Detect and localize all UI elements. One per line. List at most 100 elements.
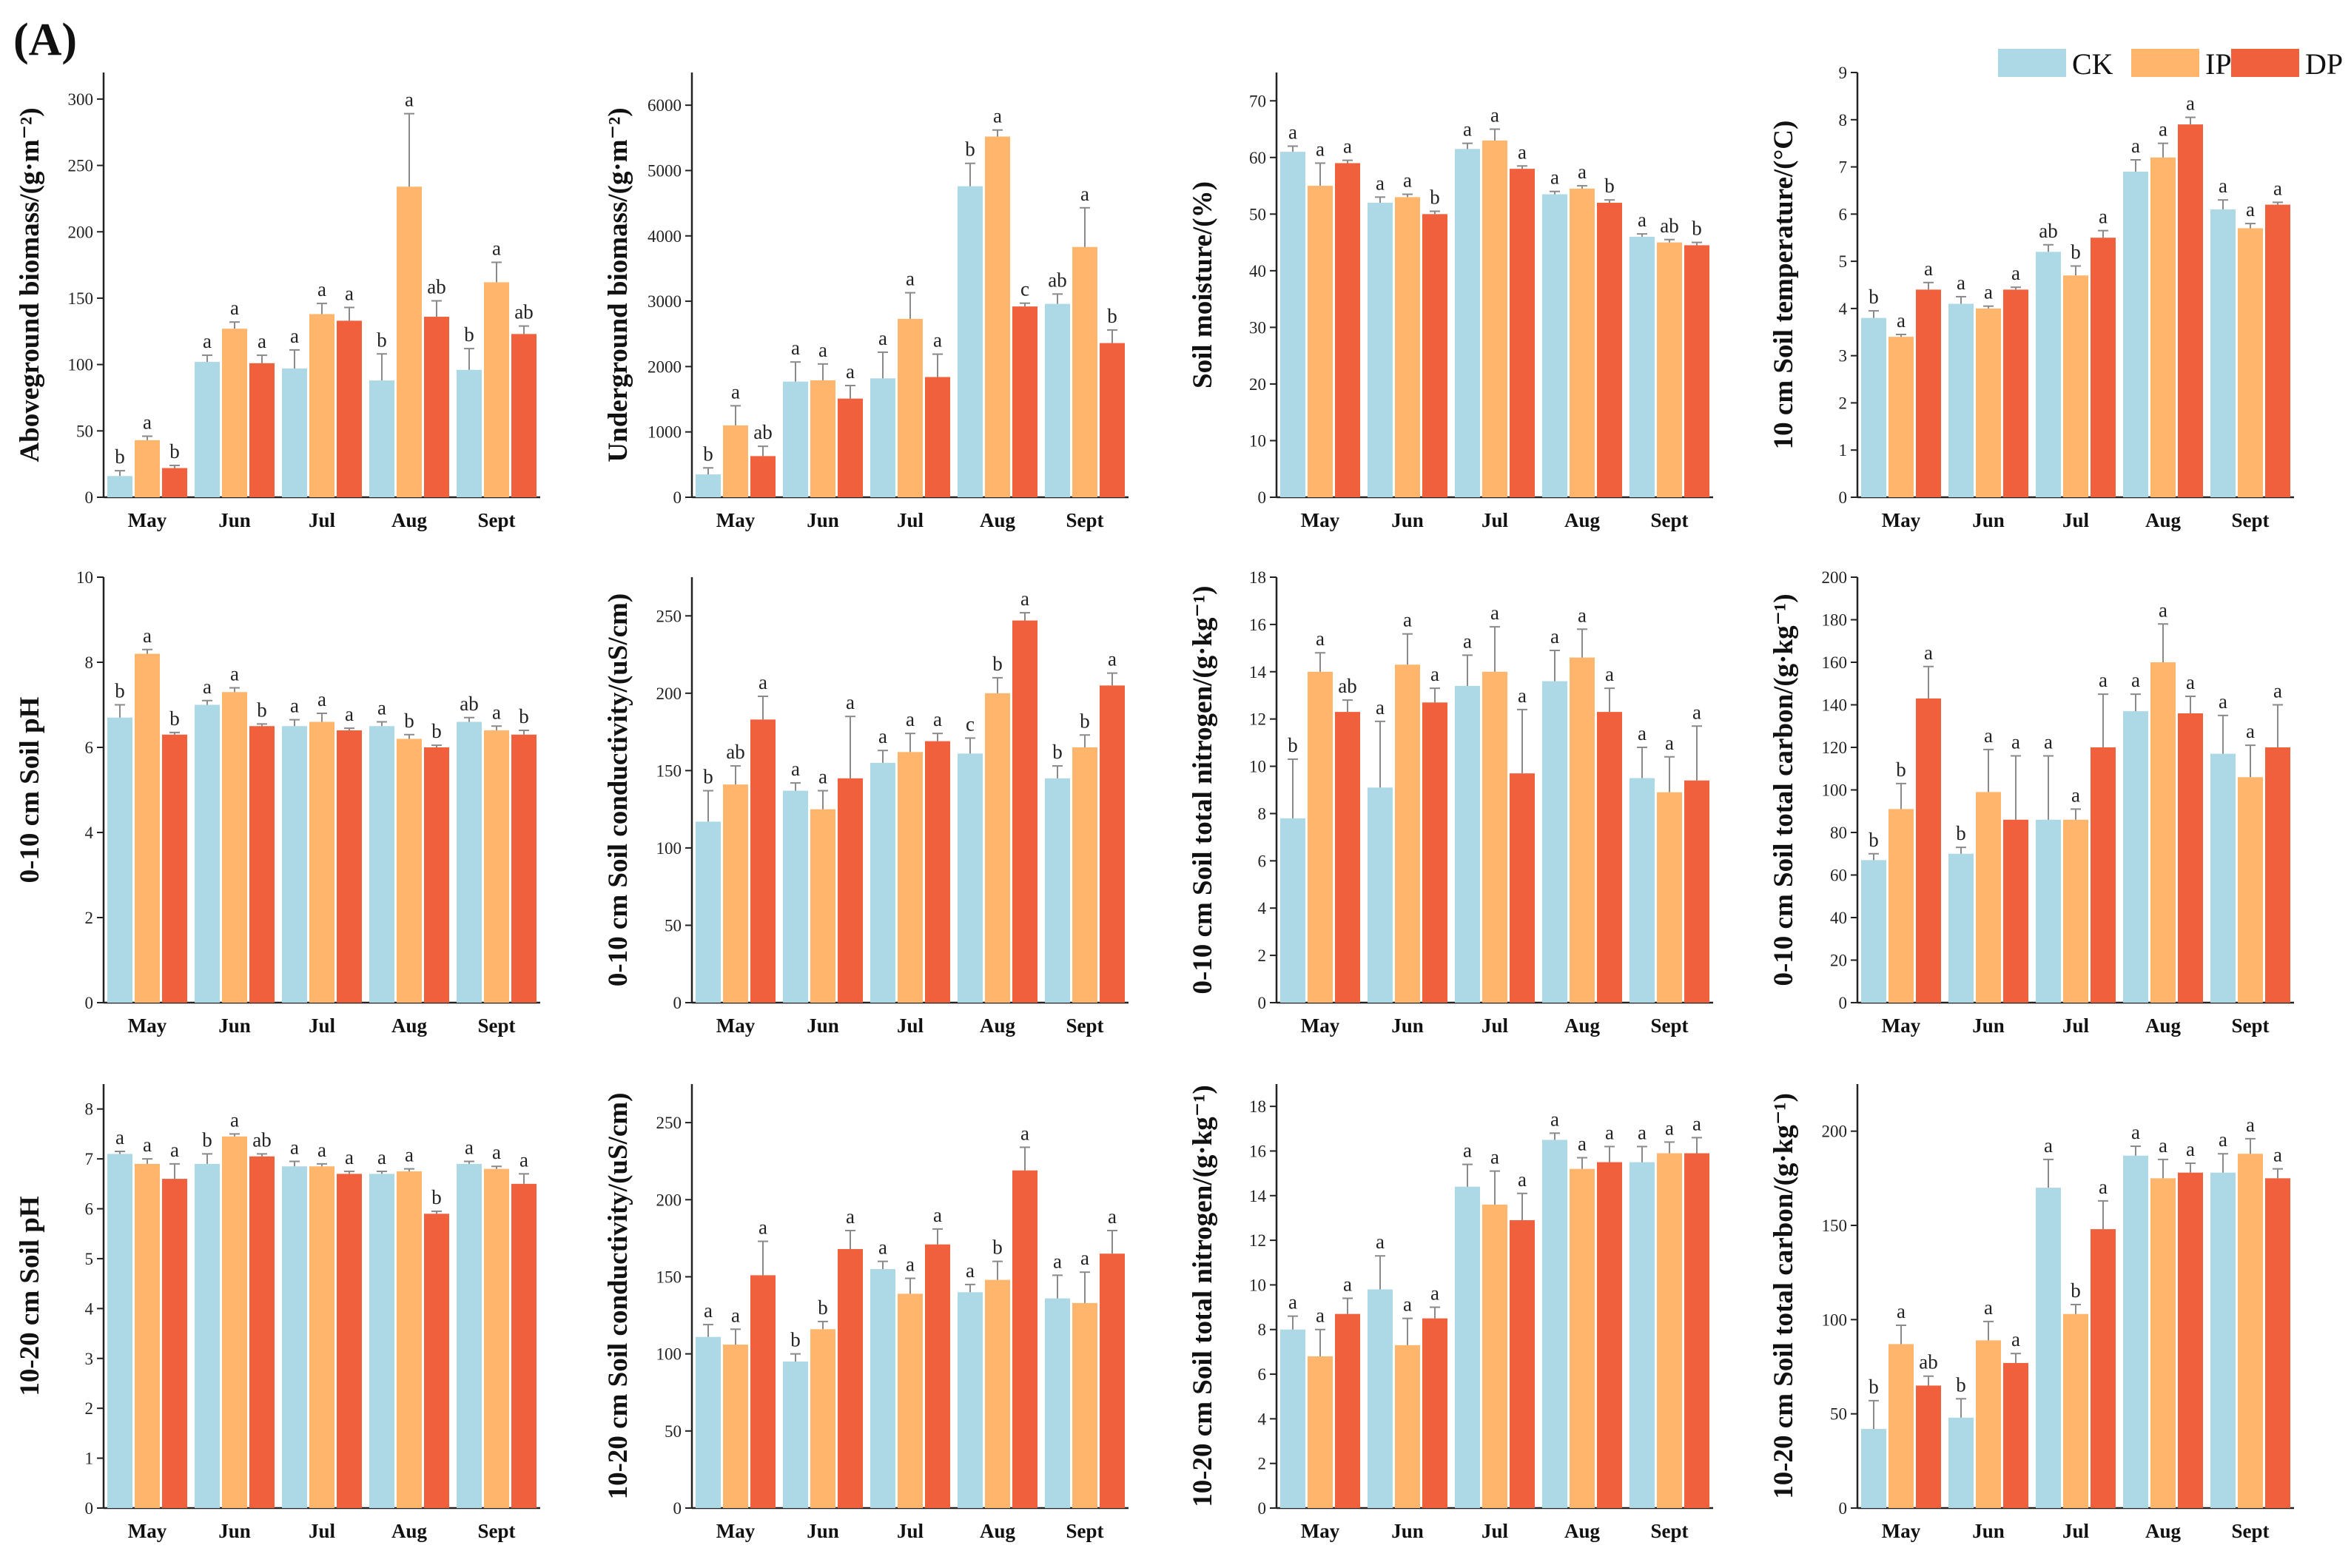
- panel-5-bar-ck-aug: [369, 726, 394, 1003]
- panel-4-bar-ck-aug: [2123, 171, 2148, 497]
- panel-7-bar-ck-may: [1280, 818, 1305, 1003]
- panel-10-xtick-label: Aug: [980, 1520, 1016, 1542]
- panel-1-sig-letter: a: [230, 297, 239, 319]
- panel-3-ytick-label: 20: [1249, 375, 1266, 394]
- panel-8-xtick-label: Sept: [2231, 1015, 2269, 1037]
- panel-10-bar-ip-sept: [1072, 1302, 1097, 1508]
- panel-7-xtick-label: May: [1301, 1015, 1340, 1037]
- panel-1-xtick-label: Sept: [477, 509, 515, 531]
- panel-6-sig-letter: a: [906, 708, 915, 730]
- panel-12-bar-dp-sept: [2265, 1178, 2290, 1508]
- panel-7-ytick-label: 14: [1249, 663, 1267, 682]
- panel-2-xtick-label: Jul: [897, 509, 924, 531]
- panel-5-bar-ip-aug: [397, 738, 422, 1003]
- panel-11-sig-letter: a: [1518, 1168, 1527, 1191]
- panel-1-xtick-label: Jun: [218, 509, 251, 531]
- panel-4-bar-ip-sept: [2238, 228, 2263, 497]
- panel-2: 0 1000 2000 3000 4000 5000 6000 Underground bio…: [603, 73, 1129, 531]
- panel-2-sig-letter: b: [965, 138, 975, 161]
- panel-10-ytick-label: 150: [656, 1268, 682, 1286]
- panel-2-bar-dp-aug: [1012, 306, 1037, 497]
- panel-9-bar-ck-may: [107, 1154, 132, 1508]
- panel-4-sig-letter: ab: [2039, 220, 2057, 242]
- panel-7-y-axis-label: 0-10 cm Soil total nitrogen/(g·kg⁻¹): [1188, 585, 1218, 994]
- legend: CK IP DP: [1998, 47, 2343, 81]
- panel-4-ytick-label: 4: [1839, 300, 1848, 318]
- panel-4-sig-letter: a: [2131, 135, 2140, 157]
- panel-9-sig-letter: a: [143, 1134, 152, 1156]
- panel-4-ytick-label: 0: [1839, 488, 1848, 507]
- panel-11-ytick-label: 12: [1249, 1231, 1266, 1250]
- panel-5-xtick-label: Aug: [391, 1015, 428, 1037]
- panel-12-bar-ip-jun: [1976, 1340, 2001, 1508]
- panel-3-sig-letter: b: [1430, 186, 1440, 209]
- panel-6-sig-letter: b: [703, 766, 713, 788]
- panel-1-y-axis-label: Aboveground biomass/(g·m⁻²): [15, 107, 45, 462]
- panel-12-bar-ck-sept: [2210, 1172, 2236, 1508]
- panel-3-xtick-label: Sept: [1650, 509, 1688, 531]
- panel-12-sig-letter: a: [1984, 1296, 1993, 1319]
- panel-10: 0 50 100 150 200 250 10-20 cm Soil conductivit…: [603, 1084, 1129, 1542]
- panel-7-sig-letter: ab: [1338, 675, 1356, 697]
- panel-3-bar-dp-jun: [1422, 214, 1447, 497]
- panel-10-sig-letter: a: [1108, 1205, 1117, 1228]
- panel-8-xtick-label: May: [1882, 1015, 1921, 1037]
- panel-12-sig-letter: a: [2219, 1128, 2227, 1151]
- panel-2-sig-letter: ab: [1048, 269, 1066, 291]
- panel-11-ytick-label: 2: [1258, 1455, 1267, 1473]
- panel-5-bar-ip-jul: [309, 721, 334, 1003]
- panel-1-ytick-label: 200: [68, 223, 94, 241]
- panel-12-sig-letter: a: [2186, 1138, 2195, 1160]
- panel-4-sig-letter: a: [2246, 198, 2255, 221]
- panel-6-sig-letter: a: [1108, 648, 1117, 670]
- panel-11-xtick-label: Aug: [1564, 1520, 1601, 1542]
- panel-4-bar-dp-sept: [2265, 204, 2290, 497]
- panel-11-sig-letter: a: [1288, 1291, 1297, 1313]
- panel-2-bar-dp-sept: [1100, 343, 1125, 497]
- panel-9-ytick-label: 4: [85, 1299, 94, 1318]
- panel-1-bar-ip-jul: [309, 314, 334, 497]
- panel-10-ytick-label: 200: [656, 1191, 682, 1209]
- panel-11-bar-ip-jul: [1482, 1204, 1507, 1508]
- panel-12-ytick-label: 50: [1830, 1405, 1847, 1424]
- panel-3-bar-ip-may: [1308, 186, 1333, 498]
- panel-11-sig-letter: a: [1463, 1140, 1472, 1162]
- panel-9-sig-letter: a: [345, 1146, 354, 1168]
- panel-1-bar-ck-may: [107, 476, 132, 497]
- panel-5-ytick-label: 2: [85, 909, 94, 927]
- panel-4-sig-letter: b: [1869, 286, 1879, 308]
- panel-12-sig-letter: a: [2246, 1114, 2255, 1136]
- panel-2-sig-letter: a: [906, 268, 915, 290]
- panel-10-bar-ck-may: [696, 1336, 721, 1508]
- panel-5-ytick-label: 10: [76, 568, 93, 587]
- panel-7-bar-ip-aug: [1570, 657, 1595, 1003]
- panel-8-sig-letter: a: [2131, 669, 2140, 691]
- panel-11-xtick-label: Sept: [1650, 1520, 1688, 1542]
- panel-11-sig-letter: a: [1692, 1112, 1701, 1134]
- panel-6-bar-ck-sept: [1045, 778, 1070, 1003]
- panel-10-sig-letter: b: [992, 1236, 1003, 1259]
- panel-7-sig-letter: a: [1578, 604, 1587, 626]
- panel-1-bar-dp-may: [162, 468, 187, 497]
- panel-1-bar-ip-may: [135, 440, 160, 497]
- panel-2-bar-dp-jul: [925, 377, 950, 497]
- panel-9-sig-letter: a: [465, 1136, 474, 1158]
- panel-8-bar-dp-may: [1916, 698, 1941, 1003]
- panel-9-sig-letter: a: [115, 1126, 124, 1148]
- panel-5-sig-letter: a: [317, 688, 326, 710]
- panel-6-sig-letter: a: [818, 766, 827, 788]
- panel-9-sig-letter: ab: [252, 1128, 271, 1151]
- panel-10-sig-letter: a: [704, 1299, 713, 1322]
- figure-label: (A): [13, 15, 77, 65]
- panel-4-ytick-label: 7: [1839, 158, 1848, 177]
- panel-1-sig-letter: a: [317, 278, 326, 300]
- panel-7-sig-letter: a: [1490, 602, 1499, 624]
- panel-4-sig-letter: a: [2011, 262, 2020, 284]
- panel-4-bar-ip-jun: [1976, 308, 2001, 497]
- panel-10-ytick-label: 50: [665, 1422, 682, 1441]
- panel-9-bar-ck-sept: [457, 1163, 482, 1508]
- panel-8-ytick-label: 120: [1822, 738, 1848, 757]
